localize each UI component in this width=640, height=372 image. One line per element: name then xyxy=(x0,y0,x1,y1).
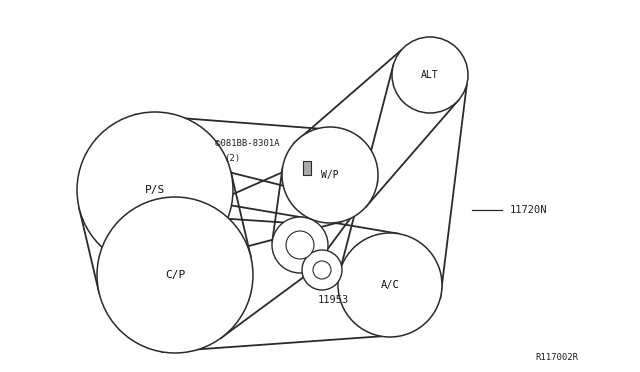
Text: ALT: ALT xyxy=(421,70,439,80)
Circle shape xyxy=(392,37,468,113)
Circle shape xyxy=(282,127,378,223)
Circle shape xyxy=(77,112,233,268)
Circle shape xyxy=(302,250,342,290)
Text: 11953: 11953 xyxy=(318,295,349,305)
Text: (2): (2) xyxy=(224,154,240,163)
Circle shape xyxy=(272,217,328,273)
Circle shape xyxy=(338,233,442,337)
Text: A/C: A/C xyxy=(381,280,399,290)
Circle shape xyxy=(97,197,253,353)
Text: R117002R: R117002R xyxy=(535,353,578,362)
Circle shape xyxy=(313,261,331,279)
Text: C/P: C/P xyxy=(165,270,185,280)
Text: P/S: P/S xyxy=(145,185,165,195)
Circle shape xyxy=(286,231,314,259)
FancyBboxPatch shape xyxy=(303,161,311,175)
Text: 11720N: 11720N xyxy=(510,205,547,215)
Text: W/P: W/P xyxy=(321,170,339,180)
Text: ©081BB-8301A: ©081BB-8301A xyxy=(215,138,280,148)
